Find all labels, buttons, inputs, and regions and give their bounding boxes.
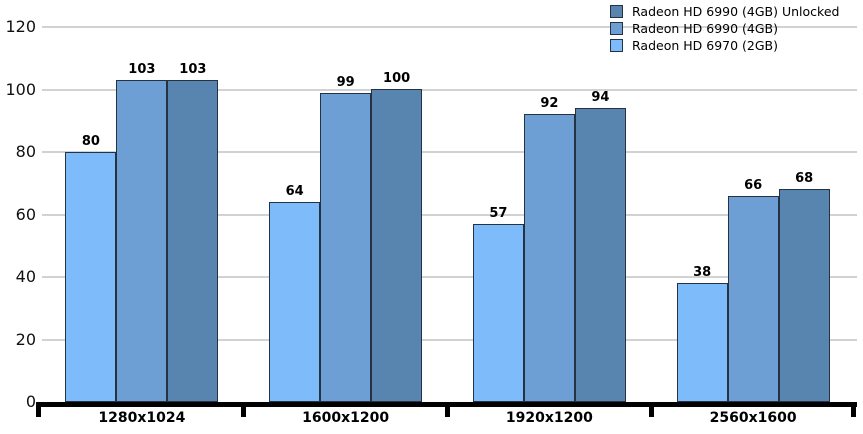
bar-slot: 100 [371, 71, 423, 402]
x-category-label-1280x1024: 1280x1024 [98, 410, 186, 426]
y-tick-label-60: 60 [15, 204, 36, 224]
gridline-120 [42, 26, 857, 28]
x-axis-tick-2 [445, 402, 450, 417]
bar-value-label: 66 [744, 178, 763, 193]
bar-value-label: 94 [591, 90, 610, 105]
bar-1280x1024-Radeon HD 6990 (4GB) [116, 80, 168, 402]
x-category-label-1600x1200: 1600x1200 [302, 410, 390, 426]
gridline-40 [42, 276, 857, 278]
bar-value-label: 103 [128, 62, 156, 77]
bar-slot: 94 [574, 90, 626, 402]
bar-group-2560x1600: 38 66 68 [676, 27, 830, 402]
x-category-label-2560x1600: 2560x1600 [709, 410, 797, 426]
bar-1600x1200-Radeon HD 6970 (2GB) [269, 202, 321, 402]
legend-label: Radeon HD 6990 (4GB) Unlocked [632, 4, 840, 19]
bar-slot: 99 [320, 75, 372, 402]
bar-value-label: 57 [489, 206, 508, 221]
legend-swatch-icon [610, 39, 623, 52]
bar-value-label: 38 [693, 265, 712, 280]
legend: Radeon HD 6990 (4GB) Unlocked Radeon HD 6… [610, 3, 839, 54]
y-tick-label-80: 80 [15, 142, 36, 161]
bar-1920x1200-Radeon HD 6990 (4GB) [523, 114, 575, 402]
bar-value-label: 103 [179, 62, 207, 77]
legend-swatch-icon [610, 22, 623, 35]
bar-group-1600x1200: 64 99 100 [269, 27, 423, 402]
bar-value-label: 64 [285, 184, 304, 199]
bar-2560x1600-Radeon HD 6990 (4GB) [727, 196, 779, 402]
legend-label: Radeon HD 6990 (4GB) [632, 21, 778, 36]
y-tick-label-120: 120 [5, 17, 36, 36]
bar-2560x1600-Radeon HD 6970 (2GB) [676, 283, 728, 402]
x-axis-tick-1 [241, 402, 246, 417]
legend-label: Radeon HD 6970 (2GB) [632, 38, 778, 53]
bar-slot: 80 [65, 134, 117, 402]
plot-area: 80 103 103 64 99 100 57 92 94 38 66 68 [40, 27, 855, 402]
x-axis-labels: 1280x1024 1600x1200 1920x1200 2560x1600 [40, 410, 855, 426]
gridline-20 [42, 338, 857, 341]
bar-1920x1200-Radeon HD 6990 (4GB) Unlocked [574, 108, 626, 402]
bar-slot: 64 [269, 184, 321, 402]
bar-1280x1024-Radeon HD 6990 (4GB) Unlocked [167, 80, 219, 402]
bar-slot: 103 [116, 62, 168, 402]
bar-slot: 68 [778, 171, 830, 402]
bar-1600x1200-Radeon HD 6990 (4GB) [320, 93, 372, 402]
bar-value-label: 68 [795, 171, 814, 186]
bar-value-label: 99 [336, 75, 355, 90]
legend-entry: Radeon HD 6970 (2GB) [610, 37, 839, 54]
gridline-100 [42, 88, 857, 91]
bar-value-label: 100 [383, 71, 411, 86]
bar-1600x1200-Radeon HD 6990 (4GB) Unlocked [371, 89, 423, 402]
bar-value-label: 92 [540, 96, 559, 111]
y-tick-label-40: 40 [15, 267, 36, 286]
bar-value-label: 80 [81, 134, 100, 149]
x-axis-tick-3 [649, 402, 654, 417]
bar-slot: 103 [167, 62, 219, 402]
bar-1280x1024-Radeon HD 6970 (2GB) [65, 152, 117, 402]
legend-entry: Radeon HD 6990 (4GB) [610, 20, 839, 37]
bar-2560x1600-Radeon HD 6990 (4GB) Unlocked [778, 189, 830, 402]
bar-slot: 92 [523, 96, 575, 402]
bar-slot: 66 [727, 178, 779, 402]
legend-entry: Radeon HD 6990 (4GB) Unlocked [610, 3, 839, 20]
x-category-label-1920x1200: 1920x1200 [505, 410, 593, 426]
bar-group-1280x1024: 80 103 103 [65, 27, 219, 402]
bar-group-1920x1200: 57 92 94 [472, 27, 626, 402]
x-axis-tick-0 [36, 402, 41, 417]
y-tick-label-100: 100 [5, 79, 36, 99]
y-tick-label-0: 0 [25, 392, 36, 411]
y-tick-label-20: 20 [15, 329, 36, 349]
legend-swatch-icon [610, 5, 623, 18]
x-axis-tick-4 [851, 402, 856, 417]
gridline-80 [42, 151, 857, 153]
bar-slot: 57 [472, 206, 524, 402]
bar-slot: 38 [676, 265, 728, 402]
gridline-60 [42, 213, 857, 216]
bar-1920x1200-Radeon HD 6970 (2GB) [472, 224, 524, 402]
